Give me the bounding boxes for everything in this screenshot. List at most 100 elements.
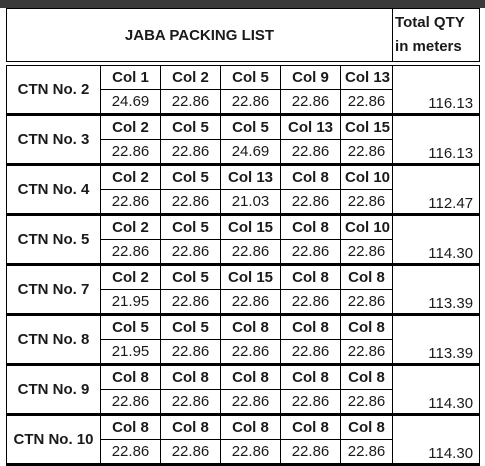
- meter-value-cell: 22.86: [339, 89, 394, 116]
- carton-value-row: 21.95 22.86 22.86 22.86 22.86: [7, 339, 480, 366]
- total-qty-header-line1: Total QTY: [395, 14, 465, 31]
- column-label-cell: Col 5: [160, 264, 221, 290]
- meter-value-cell: 22.86: [220, 339, 281, 366]
- column-label-cell: Col 2: [100, 264, 161, 290]
- meter-value-cell: 22.86: [339, 289, 394, 316]
- column-label-cell: Col 5: [160, 214, 221, 240]
- carton-total-qty: 113.39: [392, 264, 481, 316]
- meter-value-cell: 22.86: [100, 139, 161, 166]
- column-label-cell: Col 8: [220, 314, 281, 340]
- carton-col-row: CTN No. 3 Col 2 Col 5 Col 5 Col 13 Col 15 116.…: [6, 114, 481, 166]
- meter-value-cell: 22.86: [160, 189, 221, 216]
- column-label-cell: Col 8: [339, 264, 394, 290]
- meter-value-cell: 21.03: [220, 189, 281, 216]
- carton-value-row: 22.86 22.86 21.03 22.86 22.86: [7, 189, 480, 216]
- meter-value-cell: 21.95: [100, 339, 161, 366]
- carton-value-row: 24.69 22.86 22.86 22.86 22.86: [7, 89, 480, 116]
- meter-value-cell: 22.86: [280, 139, 341, 166]
- column-label-cell: Col 5: [160, 114, 221, 140]
- meter-value-cell: 22.86: [100, 239, 161, 266]
- column-label-cell: Col 2: [160, 65, 221, 90]
- meter-value-cell: 22.86: [160, 339, 221, 366]
- column-label-cell: Col 13: [220, 164, 281, 190]
- meter-value-cell: 22.86: [339, 389, 394, 416]
- carton-value-row: 22.86 22.86 22.86 22.86 22.86: [7, 389, 480, 416]
- column-label-cell: Col 8: [220, 364, 281, 390]
- column-label-cell: Col 2: [100, 214, 161, 240]
- total-qty-header-line2: in meters: [395, 38, 462, 55]
- carton-number: CTN No. 5: [6, 214, 101, 266]
- column-label-cell: Col 8: [339, 414, 394, 440]
- column-label-cell: Col 8: [339, 364, 394, 390]
- meter-value-cell: 22.86: [100, 439, 161, 466]
- meter-value-cell: 22.86: [220, 239, 281, 266]
- meter-value-cell: 22.86: [100, 189, 161, 216]
- column-label-cell: Col 8: [280, 364, 341, 390]
- column-label-cell: Col 9: [280, 65, 341, 90]
- carton-number: CTN No. 2: [6, 65, 101, 116]
- column-label-cell: Col 13: [339, 65, 394, 90]
- carton-number: CTN No. 7: [6, 264, 101, 316]
- carton-col-row: CTN No. 8 Col 5 Col 5 Col 8 Col 8 Col 8 113.39: [6, 314, 481, 366]
- meter-value-cell: 24.69: [220, 139, 281, 166]
- column-label-cell: Col 5: [220, 65, 281, 90]
- meter-value-cell: 22.86: [160, 389, 221, 416]
- column-label-cell: Col 8: [280, 164, 341, 190]
- carton-value-row: 22.86 22.86 22.86 22.86 22.86: [7, 239, 480, 266]
- meter-value-cell: 22.86: [280, 189, 341, 216]
- column-label-cell: Col 5: [100, 314, 161, 340]
- carton-total-qty: 114.30: [392, 364, 481, 416]
- carton-total-qty: 114.30: [392, 414, 481, 466]
- column-label-cell: Col 5: [160, 164, 221, 190]
- meter-value-cell: 22.86: [100, 389, 161, 416]
- total-qty-header: Total QTY in meters: [392, 8, 481, 62]
- carton-col-row: CTN No. 9 Col 8 Col 8 Col 8 Col 8 Col 8 114.30: [6, 364, 481, 416]
- meter-value-cell: 22.86: [220, 89, 281, 116]
- column-label-cell: Col 8: [160, 364, 221, 390]
- carton-total-qty: 112.47: [392, 164, 481, 216]
- carton-col-row: CTN No. 4 Col 2 Col 5 Col 13 Col 8 Col 10 112.…: [6, 164, 481, 216]
- meter-value-cell: 22.86: [280, 339, 341, 366]
- meter-value-cell: 22.86: [339, 239, 394, 266]
- meter-value-cell: 22.86: [160, 239, 221, 266]
- column-label-cell: Col 8: [220, 414, 281, 440]
- meter-value-cell: 22.86: [160, 89, 221, 116]
- meter-value-cell: 22.86: [160, 439, 221, 466]
- carton-number: CTN No. 3: [6, 114, 101, 166]
- table-body: JABA PACKING LIST Total QTY in meters CT…: [5, 8, 481, 466]
- header-row: JABA PACKING LIST Total QTY in meters: [5, 8, 481, 62]
- carton-number: CTN No. 9: [6, 364, 101, 416]
- top-border-bar: [0, 0, 485, 8]
- column-label-cell: Col 8: [100, 364, 161, 390]
- carton-number: CTN No. 4: [6, 164, 101, 216]
- column-label-cell: Col 15: [220, 214, 281, 240]
- column-label-cell: Col 8: [280, 214, 341, 240]
- column-label-cell: Col 15: [220, 264, 281, 290]
- meter-value-cell: 22.86: [280, 89, 341, 116]
- carton-col-row: CTN No. 7 Col 2 Col 5 Col 15 Col 8 Col 8 113.3…: [6, 264, 481, 316]
- column-label-cell: Col 10: [339, 164, 394, 190]
- column-label-cell: Col 15: [339, 114, 394, 140]
- meter-value-cell: 22.86: [339, 189, 394, 216]
- carton-total-qty: 113.39: [392, 314, 481, 366]
- meter-value-cell: 24.69: [100, 89, 161, 116]
- carton-value-row: 21.95 22.86 22.86 22.86 22.86: [7, 289, 480, 316]
- packing-list-title: JABA PACKING LIST: [5, 8, 394, 62]
- meter-value-cell: 22.86: [160, 139, 221, 166]
- carton-number: CTN No. 8: [6, 314, 101, 366]
- meter-value-cell: 22.86: [280, 239, 341, 266]
- meter-value-cell: 22.86: [280, 289, 341, 316]
- meter-value-cell: 22.86: [339, 439, 394, 466]
- meter-value-cell: 22.86: [220, 289, 281, 316]
- column-label-cell: Col 8: [160, 414, 221, 440]
- column-label-cell: Col 8: [100, 414, 161, 440]
- column-label-cell: Col 2: [100, 164, 161, 190]
- meter-value-cell: 22.86: [280, 439, 341, 466]
- column-label-cell: Col 2: [100, 114, 161, 140]
- column-label-cell: Col 8: [280, 264, 341, 290]
- carton-number: CTN No. 10: [6, 414, 101, 466]
- meter-value-cell: 22.86: [280, 389, 341, 416]
- column-label-cell: Col 13: [280, 114, 341, 140]
- carton-value-row: 22.86 22.86 24.69 22.86 22.86: [7, 139, 480, 166]
- column-label-cell: Col 8: [339, 314, 394, 340]
